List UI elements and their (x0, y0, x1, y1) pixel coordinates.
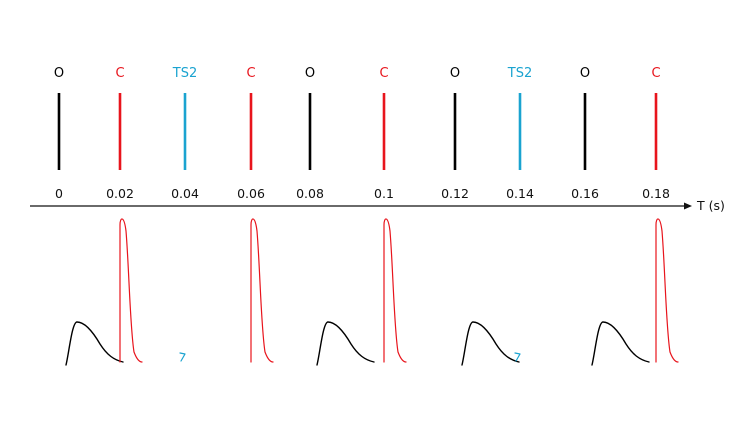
event-marker-3: C 0.06 (237, 66, 265, 201)
time-axis-arrowhead (684, 202, 692, 210)
waveform-hump-0 (65, 321, 124, 366)
event-type-label: C (379, 66, 388, 81)
time-tick-label: 0.1 (374, 186, 394, 201)
event-marker-9: C 0.18 (642, 66, 670, 201)
event-marker-7: TS2 0.14 (506, 66, 534, 201)
event-type-label: TS2 (172, 66, 197, 81)
time-tick-label: 0.12 (441, 186, 469, 201)
event-type-label: C (651, 66, 660, 81)
event-type-label: O (305, 66, 315, 81)
event-marker-6: O 0.12 (441, 66, 469, 201)
waveform-hump-4 (316, 321, 375, 366)
waveform-spike-1 (119, 218, 143, 363)
time-tick-label: 0 (55, 186, 63, 201)
time-tick-label: 0.04 (171, 186, 199, 201)
event-marker-5: C 0.1 (374, 66, 394, 201)
time-tick-label: 0.02 (106, 186, 134, 201)
event-marker-1: C 0.02 (106, 66, 134, 201)
event-type-label: C (115, 66, 124, 81)
waveform-hump-6 (461, 321, 520, 366)
time-tick-label: 0.18 (642, 186, 670, 201)
waveform-small-7 (514, 352, 521, 362)
event-type-label: O (450, 66, 460, 81)
event-type-label: C (246, 66, 255, 81)
waveform-spike-3 (250, 218, 274, 363)
event-marker-8: O 0.16 (571, 66, 599, 201)
event-markers: O0C0.02TS20.04C0.06O0.08C0.1O0.12TS20.14… (54, 66, 670, 201)
event-marker-4: O 0.08 (296, 66, 324, 201)
event-marker-0: O0 (54, 66, 64, 201)
waveform-hump-8 (591, 321, 650, 366)
event-marker-2: TS2 0.04 (171, 66, 199, 201)
time-axis-label: T (s) (696, 198, 725, 213)
event-type-label: O (580, 66, 590, 81)
waveform-spike-9 (655, 218, 679, 363)
event-type-label: TS2 (507, 66, 532, 81)
time-tick-label: 0.08 (296, 186, 324, 201)
event-type-label: O (54, 66, 64, 81)
time-axis: T (s) (30, 198, 725, 213)
time-tick-label: 0.14 (506, 186, 534, 201)
time-tick-label: 0.06 (237, 186, 265, 201)
waveforms (65, 218, 679, 366)
waveform-small-2 (179, 352, 186, 362)
waveform-spike-5 (383, 218, 407, 363)
time-tick-label: 0.16 (571, 186, 599, 201)
